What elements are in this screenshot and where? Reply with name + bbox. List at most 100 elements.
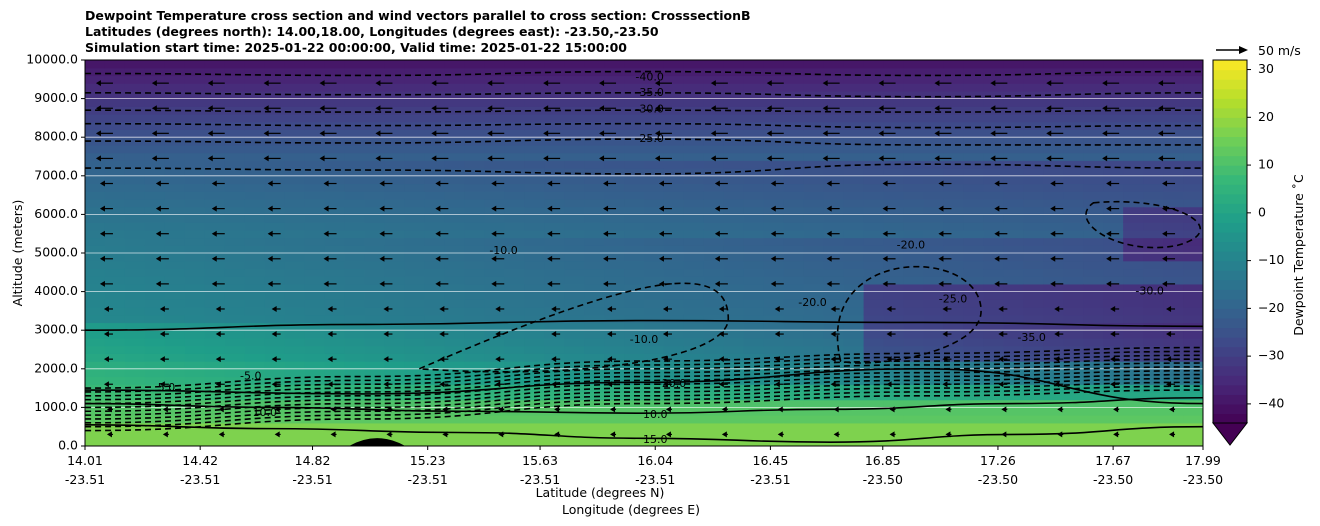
heatmap-cell (1143, 90, 1164, 100)
heatmap-cell (723, 399, 745, 408)
heatmap-cell (823, 415, 845, 424)
heatmap-cell (823, 283, 845, 293)
wind-vector-head (1102, 80, 1108, 87)
heatmap-cell (404, 206, 425, 215)
heatmap-cell (444, 75, 465, 84)
heatmap-cell (1123, 407, 1144, 416)
heatmap-cell (384, 353, 406, 362)
heatmap-cell (464, 299, 485, 308)
heatmap-cell (743, 260, 765, 270)
heatmap-cell (584, 144, 605, 154)
heatmap-cell (1083, 430, 1104, 439)
colorbar-tick-label: 10 (1258, 157, 1274, 172)
heatmap-cell (903, 376, 925, 385)
heatmap-cell (1143, 114, 1164, 123)
heatmap-cell (284, 291, 306, 300)
heatmap-cell (264, 260, 286, 270)
heatmap-cell (743, 160, 765, 169)
heatmap-cell (723, 345, 745, 354)
heatmap-cell (604, 353, 625, 362)
heatmap-cell (1003, 291, 1024, 300)
heatmap-cell (1163, 98, 1184, 107)
wind-vector-head (1054, 381, 1060, 388)
heatmap-cell (1183, 276, 1203, 285)
heatmap-cell (244, 152, 266, 161)
heatmap-cell (524, 121, 545, 131)
heatmap-cell (164, 191, 186, 200)
heatmap-cell (344, 260, 366, 270)
heatmap-cell (104, 307, 126, 316)
heatmap-cell (1183, 137, 1203, 146)
heatmap-cell (983, 391, 1004, 401)
heatmap-cell (284, 106, 306, 115)
heatmap-cell (883, 75, 905, 84)
chart-title-line-2: Latitudes (degrees north): 14.00,18.00, … (85, 24, 659, 39)
heatmap-cell (1063, 183, 1084, 192)
heatmap-cell (1023, 175, 1044, 185)
heatmap-cell (344, 229, 366, 239)
heatmap-cell (584, 353, 605, 362)
heatmap-cell (444, 168, 465, 177)
heatmap-cell (384, 376, 406, 385)
heatmap-cell (244, 83, 266, 92)
heatmap-cell (983, 175, 1004, 185)
heatmap-cell (504, 322, 525, 331)
heatmap-cell (264, 399, 286, 408)
heatmap-cell (284, 160, 306, 169)
wind-vector-head (207, 105, 213, 112)
heatmap-cell (364, 430, 386, 439)
heatmap-cell (1063, 438, 1084, 446)
heatmap-cell (863, 106, 885, 115)
wind-vector-head (718, 305, 724, 312)
heatmap-cell (763, 345, 785, 354)
heatmap-cell (663, 391, 685, 401)
heatmap-cell (644, 245, 665, 254)
heatmap-cell (164, 83, 186, 92)
heatmap-cell (1143, 67, 1164, 77)
heatmap-cell (85, 237, 106, 246)
heatmap-cell (544, 299, 565, 308)
heatmap-cell (324, 283, 346, 293)
heatmap-cell (624, 268, 645, 277)
heatmap-cell (464, 276, 485, 285)
heatmap-cell (544, 75, 565, 84)
wind-vector-head (498, 431, 504, 438)
heatmap-cell (284, 175, 306, 185)
heatmap-cell (883, 283, 905, 293)
heatmap-cell (484, 144, 505, 154)
heatmap-cell (743, 322, 765, 331)
heatmap-cell (963, 206, 984, 215)
heatmap-cell (564, 260, 585, 270)
heatmap-cell (1043, 168, 1064, 177)
heatmap-cell (1123, 222, 1144, 231)
heatmap-cell (504, 114, 525, 123)
heatmap-cell (464, 160, 485, 169)
heatmap-cell (344, 168, 366, 177)
heatmap-cell (644, 67, 665, 77)
heatmap-cell (863, 438, 885, 446)
heatmap-cell (164, 430, 186, 439)
heatmap-cell (963, 129, 984, 138)
wind-vector-head (998, 305, 1004, 312)
heatmap-cell (943, 160, 965, 169)
heatmap-cell (384, 407, 406, 416)
heatmap-cell (1143, 337, 1164, 347)
heatmap-cell (1023, 98, 1044, 107)
heatmap-cell (144, 361, 166, 370)
heatmap-cell (783, 114, 805, 123)
heatmap-cell (464, 368, 485, 378)
heatmap-cell (624, 114, 645, 123)
heatmap-cell (324, 160, 346, 169)
heatmap-cell (683, 415, 705, 424)
wind-vector-head (886, 356, 892, 363)
heatmap-cell (644, 60, 665, 69)
heatmap-cell (1163, 291, 1184, 300)
heatmap-cell (683, 229, 705, 239)
heatmap-cell (923, 391, 945, 401)
heatmap-cell (244, 253, 266, 262)
heatmap-cell (124, 222, 146, 231)
heatmap-cell (1003, 237, 1024, 246)
heatmap-cell (164, 114, 186, 123)
y-tick-label: 5000.0 (34, 245, 78, 260)
heatmap-cell (304, 361, 326, 370)
